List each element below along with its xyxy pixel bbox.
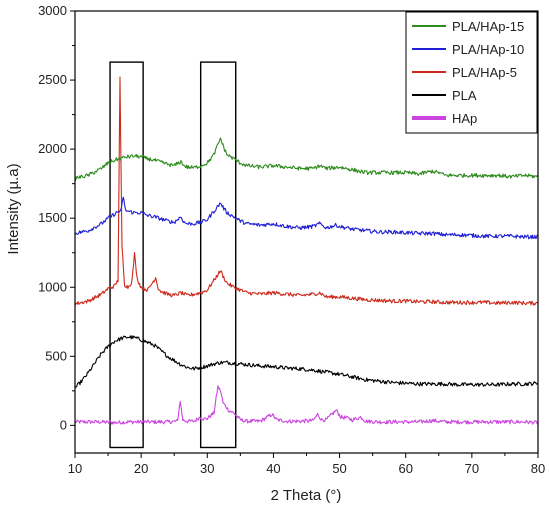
x-axis-ticks: 10 20 30 40 50 60 70 80 bbox=[68, 453, 545, 476]
legend-label-pla: PLA bbox=[452, 88, 477, 103]
y-axis-ticks: 0 500 1000 1500 2000 2500 3000 bbox=[38, 3, 75, 432]
x-tick-label: 10 bbox=[68, 461, 82, 476]
y-axis-title: Intensity (µ.a) bbox=[5, 163, 22, 254]
series-line-pla bbox=[74, 335, 539, 388]
x-axis-title: 2 Theta (°) bbox=[271, 487, 342, 504]
series-line-pla-hap-10 bbox=[74, 196, 539, 240]
x-tick-label: 80 bbox=[531, 461, 545, 476]
legend-label-hap: HAp bbox=[452, 111, 477, 126]
y-tick-label: 2000 bbox=[38, 141, 67, 156]
legend-label-pla-hap-5: PLA/HAp-5 bbox=[452, 65, 517, 80]
highlight-box-2 bbox=[199, 61, 237, 449]
highlight-boxes bbox=[109, 61, 237, 449]
y-tick-label: 3000 bbox=[38, 3, 67, 18]
x-tick-label: 20 bbox=[134, 461, 148, 476]
y-tick-label: 0 bbox=[60, 417, 67, 432]
y-tick-label: 2500 bbox=[38, 72, 67, 87]
legend-label-pla-hap-15: PLA/HAp-15 bbox=[452, 19, 524, 34]
x-tick-label: 60 bbox=[398, 461, 412, 476]
y-tick-label: 500 bbox=[45, 348, 67, 363]
series-line-pla-hap-5 bbox=[74, 76, 539, 306]
series-lines bbox=[74, 76, 539, 425]
highlight-box-1 bbox=[109, 61, 144, 449]
y-tick-label: 1000 bbox=[38, 279, 67, 294]
series-line-hap bbox=[74, 385, 539, 425]
x-tick-label: 70 bbox=[465, 461, 479, 476]
legend-label-pla-hap-10: PLA/HAp-10 bbox=[452, 42, 524, 57]
series-line-pla-hap-15 bbox=[74, 137, 539, 181]
x-tick-label: 30 bbox=[200, 461, 214, 476]
x-tick-label: 50 bbox=[332, 461, 346, 476]
x-tick-label: 40 bbox=[266, 461, 280, 476]
legend: PLA/HAp-15 PLA/HAp-10 PLA/HAp-5 PLA HAp bbox=[405, 11, 538, 134]
y-tick-label: 1500 bbox=[38, 210, 67, 225]
